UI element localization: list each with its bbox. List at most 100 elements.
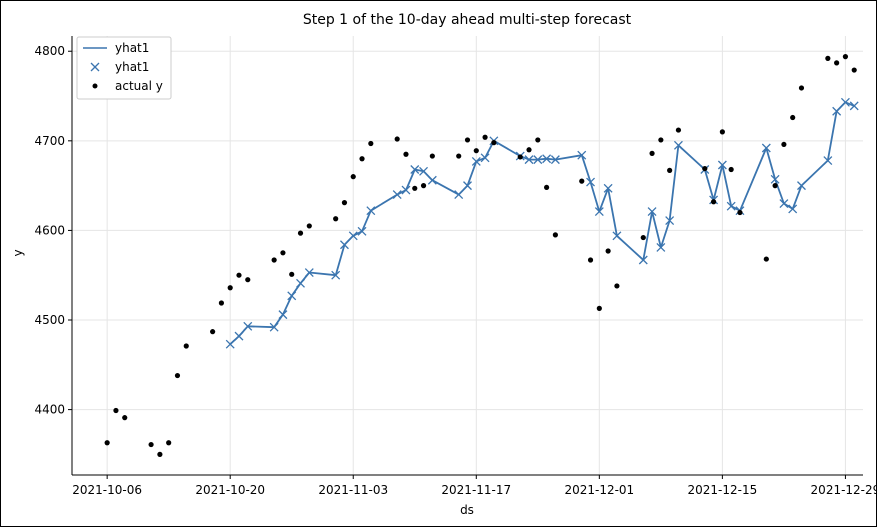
actual-y-point — [535, 137, 541, 143]
actual-y-point — [781, 141, 787, 148]
actual-y-point — [667, 167, 673, 173]
actual-y-point — [834, 60, 840, 66]
yhat1-marker — [656, 242, 666, 252]
yhat1-marker — [357, 226, 367, 236]
yhat1-marker — [480, 153, 490, 163]
actual-y-point — [517, 154, 523, 160]
yhat1-marker — [823, 156, 833, 165]
actual-y-point — [227, 285, 233, 291]
actual-y-point — [614, 283, 620, 289]
actual-y-point — [412, 185, 418, 191]
legend-x-swatch — [90, 62, 100, 72]
yhat1-marker-stroke — [234, 331, 244, 341]
actual-y-point — [157, 451, 163, 457]
yhat1-marker-stroke — [348, 231, 358, 241]
yhat1-marker — [849, 101, 859, 111]
yhat1-marker-stroke — [788, 204, 798, 214]
yhat1-marker — [761, 143, 771, 153]
yhat1-marker-stroke — [665, 216, 675, 226]
actual-y-point — [605, 248, 611, 254]
yhat1-marker — [550, 155, 560, 165]
actual-y-point — [640, 234, 646, 241]
yhat1-marker-stroke — [594, 207, 604, 217]
plot-area — [104, 54, 859, 457]
yhat1-marker-stroke — [673, 140, 683, 150]
yhat1-marker — [586, 177, 596, 187]
yhat1-marker — [717, 160, 727, 170]
yhat1-marker — [832, 106, 842, 116]
yhat1-marker — [339, 240, 349, 250]
actual-y-point — [456, 153, 462, 159]
yhat1-marker — [770, 174, 780, 184]
legend-box — [76, 36, 172, 100]
yhat1-marker-stroke — [463, 181, 472, 191]
x-tick-label: 2021-12-01 — [564, 483, 634, 497]
actual-y-point — [297, 230, 304, 236]
yhat1-marker — [331, 270, 341, 280]
actual-y-point — [429, 153, 435, 159]
yhat1-marker-stroke — [761, 143, 771, 153]
yhat1-marker — [278, 310, 288, 320]
yhat1-marker-stroke — [726, 201, 736, 211]
yhat1-marker — [840, 97, 850, 107]
yhat1-marker-stroke — [524, 155, 534, 165]
yhat1-marker-stroke — [243, 321, 253, 331]
actual-y-point — [798, 85, 805, 91]
actual-y-point — [104, 440, 110, 446]
y-tick-label: 4400 — [34, 403, 65, 417]
y-tick-label: 4500 — [34, 313, 65, 327]
yhat1-marker — [577, 150, 587, 160]
actual-y-point — [544, 184, 550, 191]
yhat1-marker-stroke — [849, 101, 859, 111]
yhat1-marker — [726, 201, 736, 211]
actual-y-point — [710, 199, 717, 205]
yhat1-marker — [665, 216, 675, 226]
axes — [71, 36, 863, 476]
yhat1-marker-stroke — [840, 97, 850, 107]
actual-y-point — [113, 407, 119, 414]
yhat1-marker — [524, 155, 534, 165]
yhat1-marker-stroke — [797, 181, 806, 191]
legend-label-yhat1-line: yhat1 — [115, 41, 149, 55]
yhat1-marker-stroke — [339, 240, 349, 250]
yhat1-marker — [638, 255, 648, 265]
actual-y-point — [482, 134, 488, 140]
yhat1-marker — [392, 190, 402, 200]
yhat1-marker-stroke — [823, 156, 833, 165]
yhat1-marker-stroke — [603, 183, 613, 193]
actual-y-point — [245, 277, 251, 283]
actual-y-point — [420, 183, 427, 189]
yhat1-marker — [366, 206, 376, 216]
actual-y-point — [596, 305, 602, 311]
x-tick-label: 2021-11-17 — [441, 483, 511, 497]
legend-label-yhat1-marker: yhat1 — [115, 60, 149, 74]
actual-y-point — [148, 441, 154, 448]
yhat1-marker-stroke — [647, 207, 657, 217]
yhat1-marker — [348, 231, 358, 241]
yhat1-marker — [779, 199, 789, 208]
yhat1-marker-stroke — [427, 175, 437, 185]
actual-y-point — [166, 440, 172, 446]
actual-y-point — [719, 129, 725, 135]
yhat1-marker — [410, 165, 420, 174]
actual-y-point — [403, 151, 409, 157]
actual-y-point — [473, 148, 479, 154]
yhat1-marker-stroke — [832, 106, 842, 116]
actual-y-point — [552, 232, 558, 238]
yhat1-marker-stroke — [779, 199, 789, 208]
yhat1-marker-stroke — [542, 154, 552, 164]
actual-y-point — [368, 140, 374, 147]
legend-dot-swatch — [92, 83, 98, 89]
actual-y-point — [649, 150, 655, 156]
yhat1-marker — [533, 155, 543, 165]
yhat1-marker — [463, 181, 472, 191]
actual-y-point — [825, 55, 831, 61]
actual-y-point — [579, 178, 585, 184]
yhat1-marker — [594, 207, 604, 217]
yhat1-marker-stroke — [577, 150, 587, 160]
yhat1-marker-stroke — [366, 206, 376, 216]
yhat1-marker — [454, 190, 464, 200]
yhat1-marker — [269, 322, 279, 332]
yhat1-marker-stroke — [392, 190, 402, 200]
yhat1-marker — [296, 278, 305, 288]
